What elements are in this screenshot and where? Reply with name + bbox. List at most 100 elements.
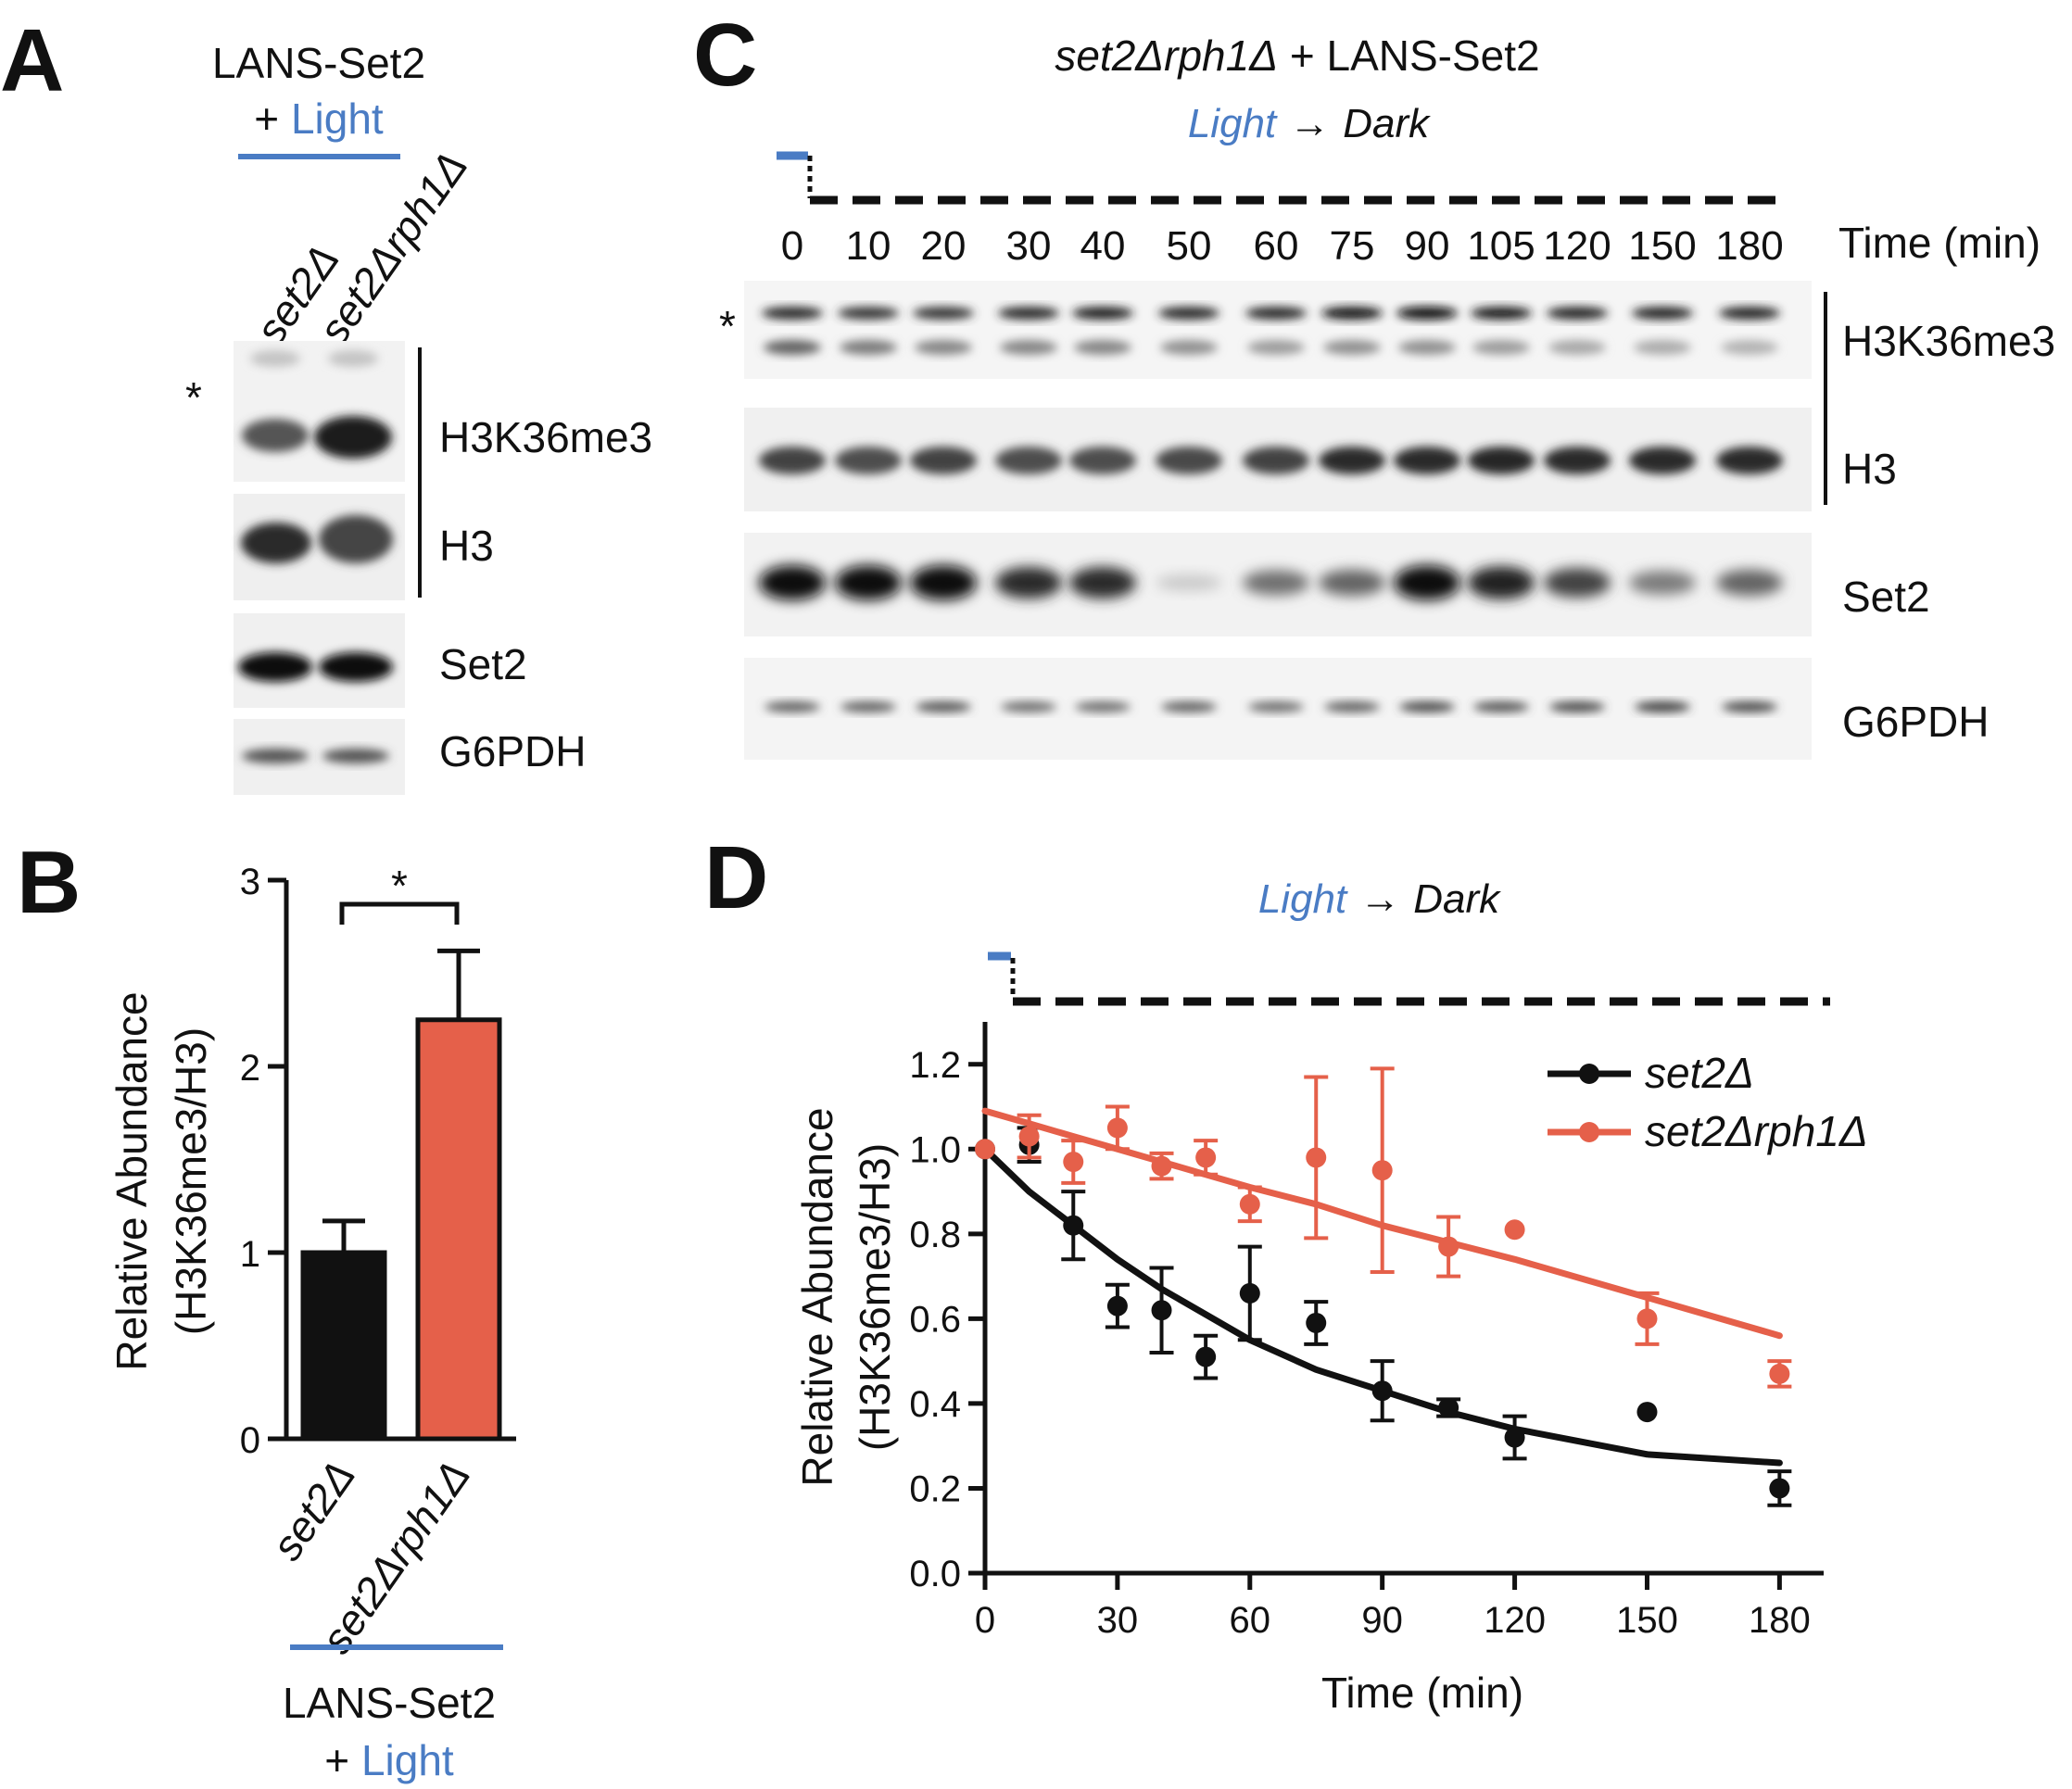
panel-a-band bbox=[322, 749, 389, 763]
y-tick-label: 0 bbox=[240, 1420, 260, 1461]
panel-a-band bbox=[328, 350, 378, 367]
blot-band bbox=[1635, 701, 1690, 712]
data-point bbox=[1239, 1282, 1260, 1304]
panel-a-band bbox=[242, 419, 309, 452]
panel-d-xlabel: Time (min) bbox=[1321, 1669, 1523, 1717]
time-point-label: 20 bbox=[921, 223, 967, 269]
blot-band bbox=[1716, 447, 1783, 474]
data-point bbox=[1504, 1219, 1525, 1241]
panel-c-title-rest: + LANS-Set2 bbox=[1278, 31, 1540, 80]
blot-band bbox=[1156, 447, 1222, 474]
panel-d-ylabel-line2: (H3K36me3/H3) bbox=[851, 1143, 899, 1451]
x-tick-label: 30 bbox=[1097, 1600, 1139, 1641]
panel-c-label-set2: Set2 bbox=[1842, 573, 1930, 621]
blot-band bbox=[1632, 307, 1693, 320]
blot-band bbox=[1001, 701, 1056, 712]
time-point-label: 40 bbox=[1080, 223, 1126, 269]
panel-a-label-h3: H3 bbox=[439, 522, 494, 570]
y-tick-label: 1.0 bbox=[909, 1129, 961, 1170]
y-tick-label: 0.8 bbox=[909, 1215, 961, 1255]
x-tick-label: 180 bbox=[1749, 1600, 1811, 1641]
blot-band bbox=[1547, 307, 1608, 320]
blot-band bbox=[840, 340, 897, 355]
blot-band bbox=[1468, 566, 1535, 599]
time-point-label: 10 bbox=[846, 223, 891, 269]
panel-c-time-points: 0 10 20 30 40 50 60 75 90 105 120 150 180 bbox=[781, 223, 1784, 269]
panel-a-label-g6pdh: G6PDH bbox=[439, 727, 586, 775]
panel-a-label-set2: Set2 bbox=[439, 640, 527, 688]
blot-band bbox=[1629, 571, 1696, 595]
panel-b: B Relative Abundance (H3K36me3/H3) 0 1 2 3 s… bbox=[17, 833, 516, 1784]
time-point-label: 0 bbox=[781, 223, 803, 269]
blot-band bbox=[1396, 307, 1458, 320]
data-point bbox=[1636, 1308, 1658, 1329]
blot-band bbox=[835, 565, 902, 600]
blot-band bbox=[1158, 307, 1219, 320]
blot-band bbox=[1473, 701, 1529, 712]
blot-band bbox=[1394, 447, 1460, 474]
blot-band bbox=[1634, 340, 1691, 355]
legend-marker bbox=[1579, 1064, 1599, 1084]
y-tick-label: 2 bbox=[240, 1048, 260, 1089]
blot-band bbox=[1160, 340, 1218, 355]
panel-d-arrow: → bbox=[1359, 876, 1400, 922]
time-point-label: 50 bbox=[1167, 223, 1212, 269]
panel-d-dark-label: Dark bbox=[1413, 876, 1501, 922]
panel-b-footer-light: Light bbox=[361, 1736, 454, 1784]
panel-c-label-h3k36me3: H3K36me3 bbox=[1842, 317, 2055, 365]
blot-band bbox=[759, 565, 826, 600]
blot-band bbox=[1156, 574, 1222, 591]
time-point-label: 30 bbox=[1006, 223, 1052, 269]
time-point-label: 60 bbox=[1254, 223, 1299, 269]
data-point bbox=[1438, 1397, 1459, 1418]
blot-band bbox=[1548, 340, 1606, 355]
time-point-label: 150 bbox=[1628, 223, 1696, 269]
blot-band bbox=[1716, 569, 1783, 597]
blot-band bbox=[916, 701, 971, 712]
blot-band bbox=[995, 447, 1062, 474]
panel-a-label-h3k36me3: H3K36me3 bbox=[439, 413, 652, 461]
panel-c-title-strain: set2Δrph1Δ bbox=[1055, 31, 1278, 80]
y-tick-label: 1.2 bbox=[909, 1045, 961, 1086]
panel-b-ylabel-line2: (H3K36me3/H3) bbox=[167, 1027, 215, 1335]
panel-a-band bbox=[314, 416, 392, 459]
panel-c: C set2Δrph1Δ + LANS-Set2 Light → Dark 0 10 2… bbox=[693, 6, 2055, 760]
y-tick-label: 0.4 bbox=[909, 1384, 961, 1425]
blot-band bbox=[840, 701, 896, 712]
panel-a: A LANS-Set2 + Light set2Δ set2Δrph1Δ * H… bbox=[0, 11, 652, 795]
panel-c-light-label: Light bbox=[1188, 101, 1278, 146]
panel-c-asterisk: * bbox=[719, 302, 736, 350]
blot-band bbox=[1243, 570, 1309, 596]
blot-band bbox=[1243, 447, 1309, 474]
blot-band bbox=[1075, 701, 1131, 712]
bar bbox=[415, 1017, 502, 1442]
panel-a-asterisk: * bbox=[185, 373, 202, 422]
data-point bbox=[1239, 1193, 1260, 1215]
blot-band bbox=[998, 307, 1059, 320]
y-tick-label: 1 bbox=[240, 1234, 260, 1275]
panel-a-lane-2: set2Δrph1Δ bbox=[310, 143, 477, 353]
panel-d-light-label: Light bbox=[1258, 876, 1348, 922]
blot-band bbox=[1544, 568, 1611, 598]
panel-d: D Light → Dark Relative Abundance (H3K36me… bbox=[704, 828, 1868, 1717]
blot-band bbox=[1471, 307, 1532, 320]
legend-label: set2Δ bbox=[1645, 1049, 1754, 1097]
blot-band bbox=[1072, 307, 1133, 320]
blot-band bbox=[1069, 447, 1136, 474]
blot-band bbox=[1321, 307, 1383, 320]
blot-band bbox=[1074, 340, 1131, 355]
panel-b-footer-plus: + bbox=[324, 1736, 361, 1784]
blot-band bbox=[910, 447, 977, 474]
blot-band bbox=[1472, 340, 1530, 355]
panel-d-letter: D bbox=[704, 828, 768, 927]
panel-d-ylabel-line1: Relative Abundance bbox=[793, 1107, 841, 1486]
blot-band bbox=[764, 701, 820, 712]
data-point bbox=[1769, 1363, 1790, 1384]
bar bbox=[300, 1250, 387, 1442]
panel-b-letter: B bbox=[17, 833, 81, 932]
significance-bracket bbox=[339, 901, 460, 925]
blot-band bbox=[762, 307, 823, 320]
data-point bbox=[1306, 1147, 1327, 1168]
x-tick-label: 0 bbox=[975, 1600, 995, 1641]
